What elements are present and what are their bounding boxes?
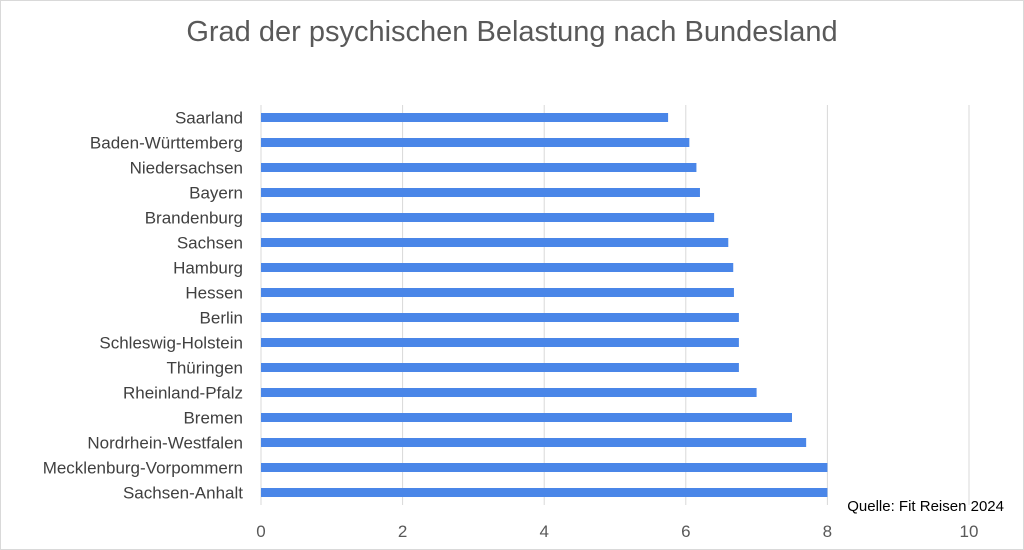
bars	[261, 113, 828, 497]
bar-13	[261, 438, 807, 447]
bar-14	[261, 463, 828, 472]
bar-7	[261, 288, 734, 297]
x-tick-label-2: 2	[398, 522, 407, 541]
category-label-2: Niedersachsen	[130, 159, 243, 178]
bar-9	[261, 338, 739, 347]
category-labels: Saarland Baden-Württemberg Niedersachsen Ba…	[43, 109, 244, 503]
x-tick-label-0: 0	[256, 522, 265, 541]
x-tick-label-6: 6	[681, 522, 690, 541]
category-label-3: Bayern	[189, 184, 243, 203]
bar-1	[261, 138, 690, 147]
category-label-0: Saarland	[175, 109, 243, 128]
bar-0	[261, 113, 669, 122]
bar-6	[261, 263, 734, 272]
bar-11	[261, 388, 757, 397]
category-label-11: Rheinland-Pfalz	[123, 384, 243, 403]
x-tick-label-8: 8	[823, 522, 832, 541]
category-label-1: Baden-Württemberg	[90, 134, 243, 153]
category-label-15: Sachsen-Anhalt	[123, 484, 243, 503]
bar-5	[261, 238, 729, 247]
bar-15	[261, 488, 828, 497]
category-label-7: Hessen	[185, 284, 243, 303]
category-label-14: Mecklenburg-Vorpommern	[43, 459, 243, 478]
chart-title: Grad der psychischen Belastung nach Bund…	[186, 16, 838, 48]
bar-4	[261, 213, 715, 222]
bar-10	[261, 363, 739, 372]
category-label-12: Bremen	[183, 409, 243, 428]
source-note: Quelle: Fit Reisen 2024	[847, 498, 1004, 515]
x-tick-label-4: 4	[539, 522, 548, 541]
category-label-6: Hamburg	[173, 259, 243, 278]
bar-2	[261, 163, 697, 172]
bar-8	[261, 313, 739, 322]
bar-12	[261, 413, 792, 422]
category-label-9: Schleswig-Holstein	[99, 334, 243, 353]
category-label-4: Brandenburg	[145, 209, 243, 228]
bar-3	[261, 188, 700, 197]
category-label-8: Berlin	[200, 309, 243, 328]
x-tick-label-10: 10	[960, 522, 979, 541]
x-axis-tick-labels: 0 2 4 6 8 10	[256, 522, 978, 541]
category-label-13: Nordrhein-Westfalen	[87, 434, 243, 453]
category-label-5: Sachsen	[177, 234, 243, 253]
category-label-10: Thüringen	[166, 359, 243, 378]
